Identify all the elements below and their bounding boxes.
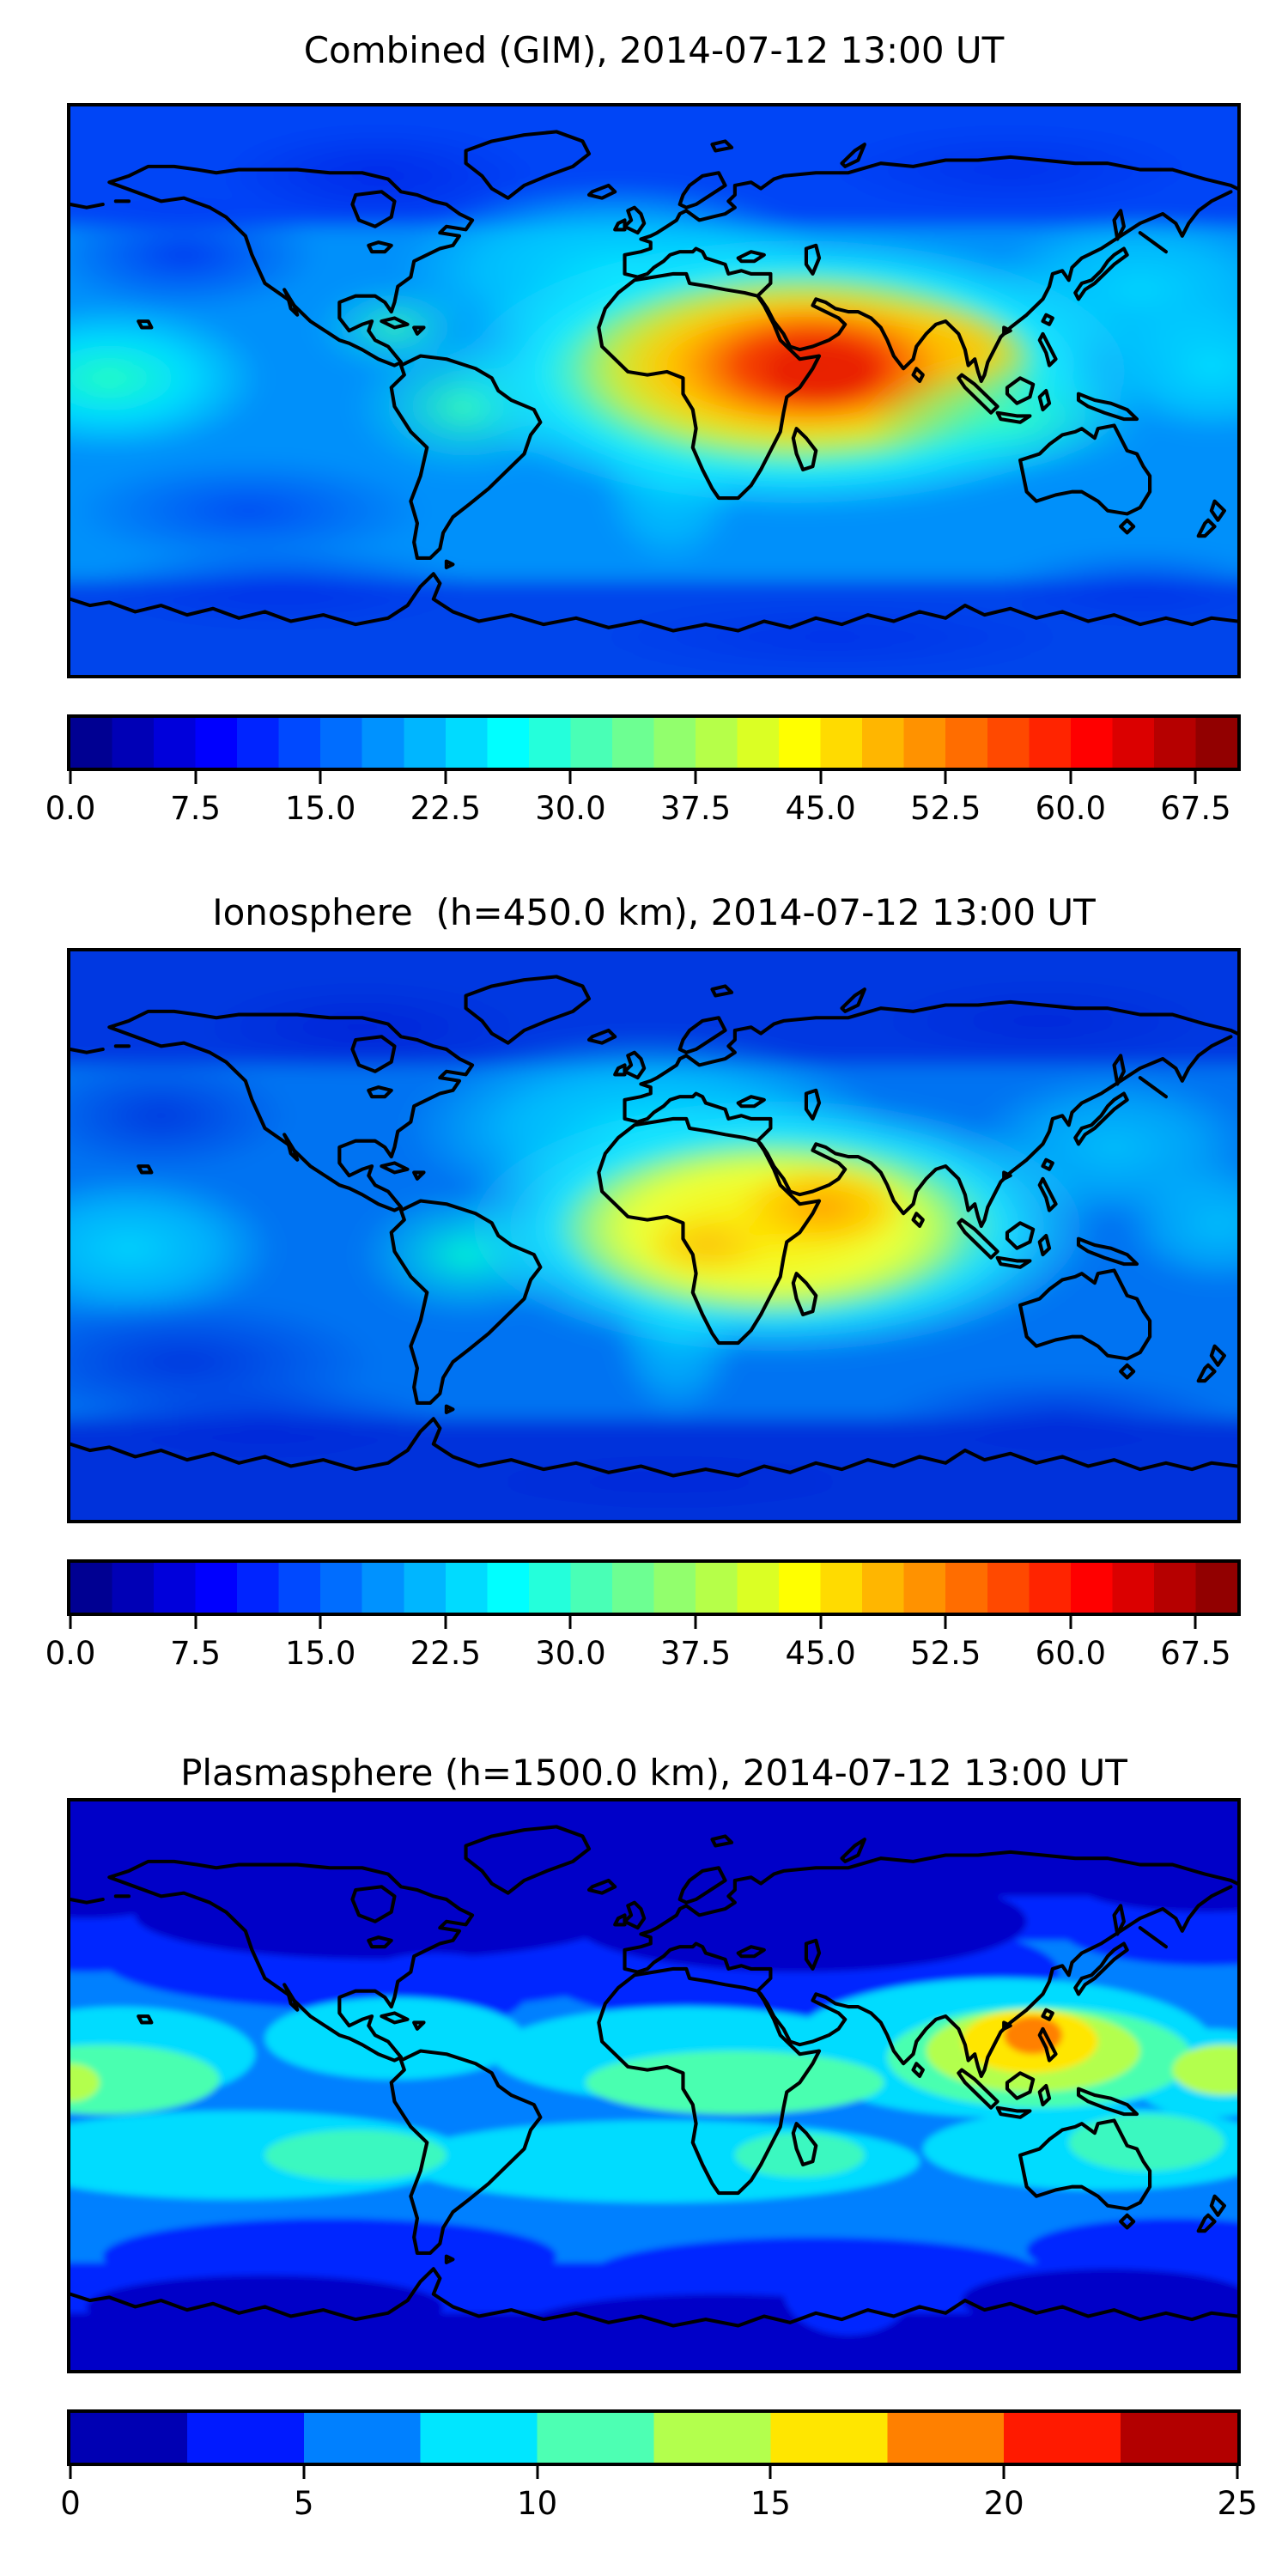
colorbar-tick-label: 15.0: [285, 790, 356, 827]
colorbar-tick-label: 67.5: [1160, 1635, 1231, 1672]
colorbar-tick: [69, 2464, 72, 2479]
colorbar-ionosphere: [67, 1559, 1241, 1616]
colorbar-tick-label: 45.0: [785, 790, 856, 827]
colorbar-tick-label: 45.0: [785, 1635, 856, 1672]
colorbar-tick-label: 22.5: [410, 790, 482, 827]
colorbar-tick-label: 22.5: [410, 1635, 482, 1672]
colorbar-tick-label: 25: [1217, 2485, 1258, 2522]
tec-map-plasmasphere: [70, 1801, 1237, 2370]
map-plasmasphere: [67, 1798, 1241, 2373]
colorbar-tick-label: 30.0: [535, 790, 606, 827]
colorbar-tick: [69, 769, 72, 784]
colorbar-tick: [1069, 769, 1072, 784]
colorbar-tick: [194, 769, 197, 784]
panel-title-ionosphere: Ionosphere (h=450.0 km), 2014-07-12 13:0…: [212, 891, 1096, 933]
colorbar-tick-label: 0: [60, 2485, 81, 2522]
colorbar-tick-label: 67.5: [1160, 790, 1231, 827]
colorbar-tick: [1002, 2464, 1005, 2479]
map-ionosphere: [67, 948, 1241, 1523]
colorbar-plasmasphere: [67, 2409, 1241, 2466]
colorbar-tick-label: 60.0: [1035, 790, 1107, 827]
colorbar-tick: [1236, 2464, 1239, 2479]
colorbar-tick: [444, 769, 447, 784]
colorbar-tick: [568, 1614, 572, 1629]
colorbar-tick-label: 37.5: [659, 790, 732, 827]
colorbar-tick: [194, 1614, 197, 1629]
colorbar-tick: [319, 1614, 322, 1629]
colorbar-tick: [302, 2464, 306, 2479]
colorbar-combined: [67, 714, 1241, 771]
tec-map-ionosphere: [70, 951, 1237, 1520]
colorbar-tick: [694, 769, 697, 784]
colorbar-tick-label: 37.5: [659, 1635, 732, 1672]
colorbar-tick: [1194, 1614, 1197, 1629]
colorbar-tick-label: 30.0: [535, 1635, 606, 1672]
colorbar-tick: [1069, 1614, 1072, 1629]
colorbar-tick: [694, 1614, 697, 1629]
colorbar-ticks-ionosphere: 0.0 7.5 15.0 22.5 30.0 37.5 45.0 52.5 60.0 67.5: [46, 1614, 1237, 1674]
colorbar-tick: [319, 769, 322, 784]
colorbar-tick: [819, 1614, 823, 1629]
colorbar-tick-label: 7.5: [170, 790, 222, 827]
panel-title-plasmasphere: Plasmasphere (h=1500.0 km), 2014-07-12 1…: [180, 1752, 1127, 1794]
colorbar-tick: [536, 2464, 539, 2479]
colorbar-tick-label: 0.0: [45, 790, 96, 827]
colorbar-tick: [944, 1614, 947, 1629]
colorbar-tick-label: 10: [517, 2485, 558, 2522]
map-combined-gim: [67, 103, 1241, 678]
colorbar-tick-label: 15.0: [285, 1635, 356, 1672]
colorbar-tick: [944, 769, 947, 784]
colorbar-tick-label: 60.0: [1035, 1635, 1107, 1672]
colorbar-tick: [568, 769, 572, 784]
colorbar-tick: [769, 2464, 772, 2479]
colorbar-tick-label: 5: [294, 2485, 314, 2522]
colorbar-ticks-plasmasphere: 0 5 10 15 20 25: [60, 2464, 1258, 2524]
colorbar-ticks-combined: 0.0 7.5 15.0 22.5 30.0 37.5 45.0 52.5 60.0 67.5: [46, 769, 1237, 829]
colorbar-tick: [69, 1614, 72, 1629]
colorbar-tick-label: 0.0: [45, 1635, 96, 1672]
colorbar-tick-label: 52.5: [910, 1635, 981, 1672]
tec-map-combined: [70, 106, 1237, 675]
colorbar-tick: [444, 1614, 447, 1629]
colorbar-tick-label: 7.5: [170, 1635, 222, 1672]
colorbar-tick: [1194, 769, 1197, 784]
colorbar-tick-label: 15: [750, 2485, 791, 2522]
colorbar-tick: [819, 769, 823, 784]
colorbar-tick-label: 20: [983, 2485, 1024, 2522]
panel-title-combined: Combined (GIM), 2014-07-12 13:00 UT: [303, 29, 1005, 71]
colorbar-tick-label: 52.5: [910, 790, 981, 827]
